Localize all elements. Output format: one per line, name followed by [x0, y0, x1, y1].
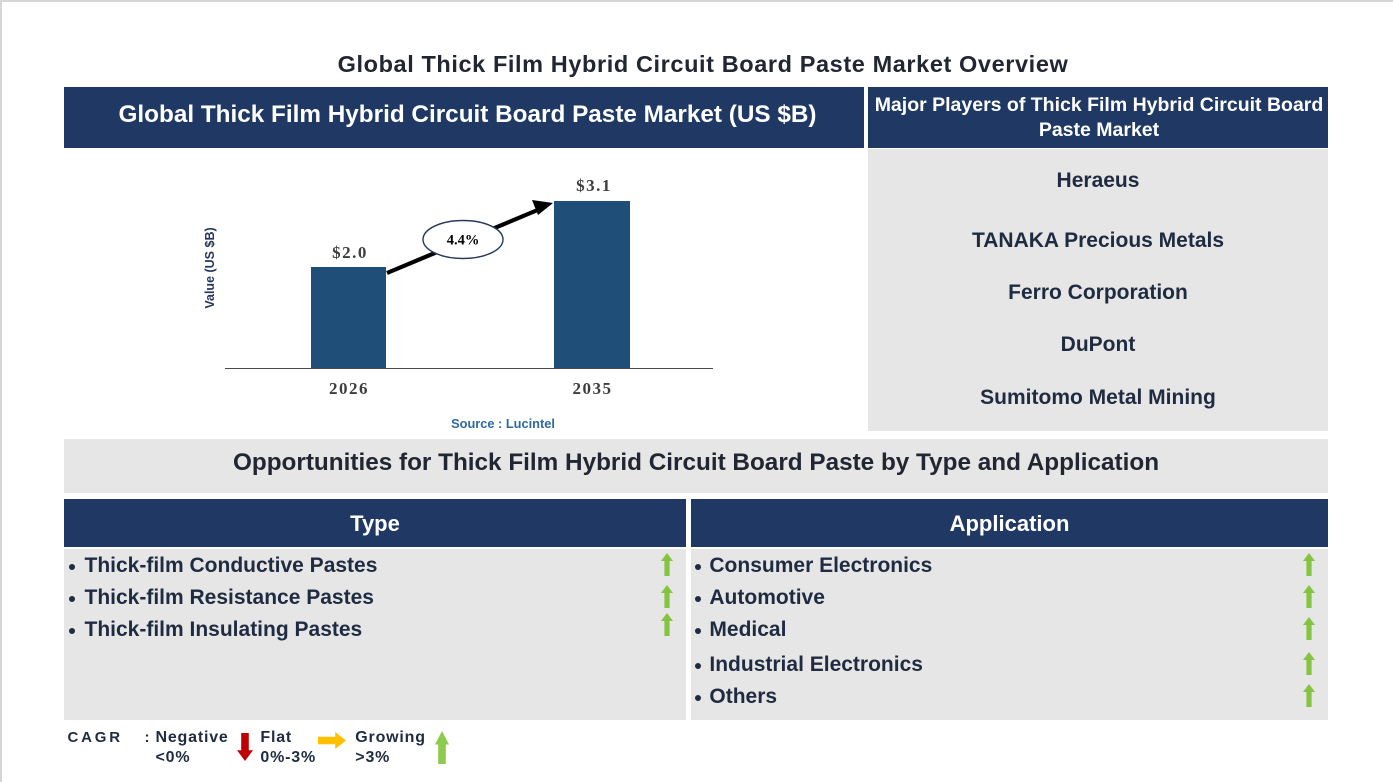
- svg-text:4.4%: 4.4%: [447, 233, 480, 249]
